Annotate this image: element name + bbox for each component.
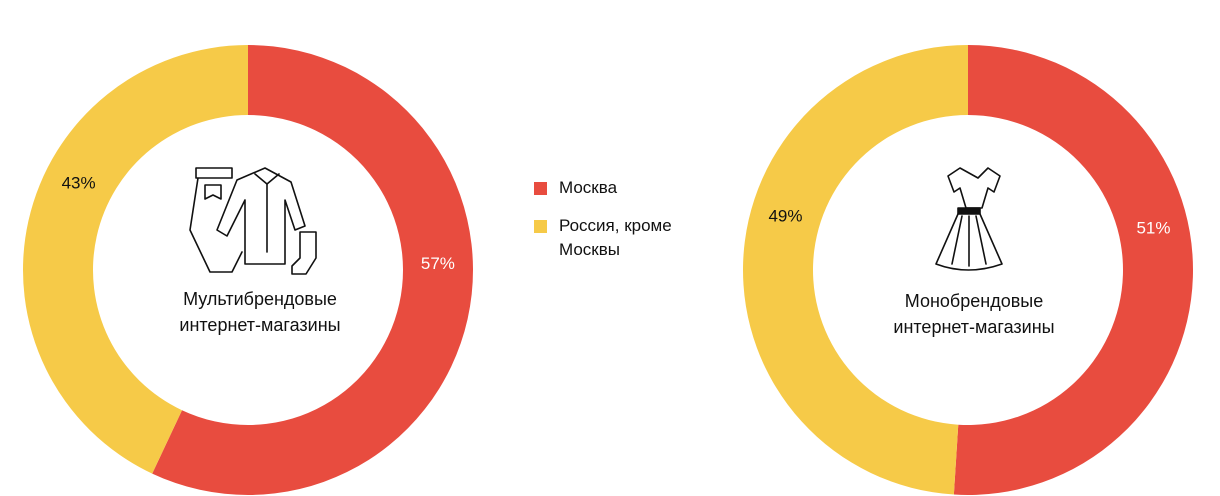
clothes-icon: [189, 167, 317, 275]
value-label: 57%: [421, 254, 455, 273]
legend-swatch: [534, 182, 547, 195]
dress-icon: [935, 167, 1003, 271]
center-label: Мультибрендовые интернет-магазины: [179, 289, 341, 335]
legend: Москва Россия, кроме Москвы: [534, 176, 704, 276]
center-label: Монобрендовые интернет-магазины: [893, 291, 1055, 337]
legend-item: Москва: [534, 176, 704, 200]
donut-segment: [152, 45, 474, 496]
legend-item: Россия, кроме Москвы: [534, 214, 704, 262]
legend-swatch: [534, 220, 547, 233]
legend-label: Россия, кроме Москвы: [559, 216, 672, 259]
donut-segment: [743, 45, 968, 495]
donut-segment: [953, 45, 1194, 496]
value-label: 43%: [62, 173, 96, 192]
donut-segment: [22, 45, 249, 474]
value-label: 49%: [768, 207, 802, 226]
legend-label: Москва: [559, 178, 618, 197]
value-label: 51%: [1136, 218, 1170, 237]
